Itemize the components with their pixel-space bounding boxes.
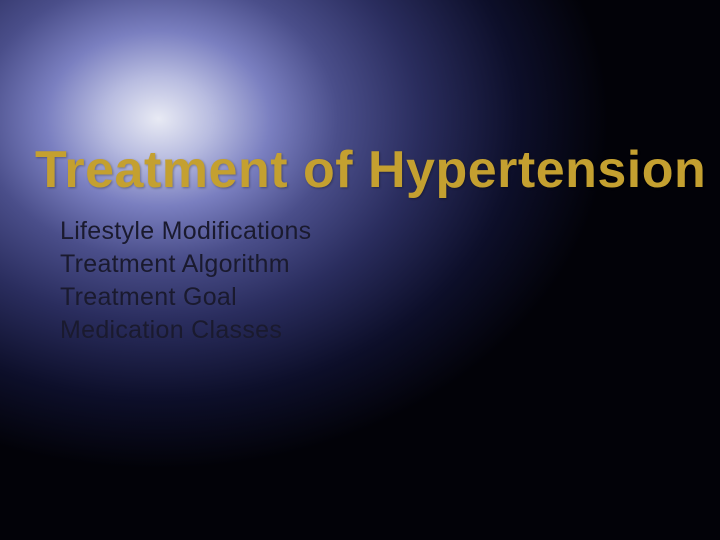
list-item: Treatment Algorithm [60,248,311,281]
bullet-list: Lifestyle Modifications Treatment Algori… [60,215,311,347]
list-item: Treatment Goal [60,281,311,314]
slide-title: Treatment of Hypertension [35,140,706,200]
slide-container: Treatment of Hypertension Lifestyle Modi… [0,0,720,540]
list-item: Lifestyle Modifications [60,215,311,248]
list-item: Medication Classes [60,314,311,347]
